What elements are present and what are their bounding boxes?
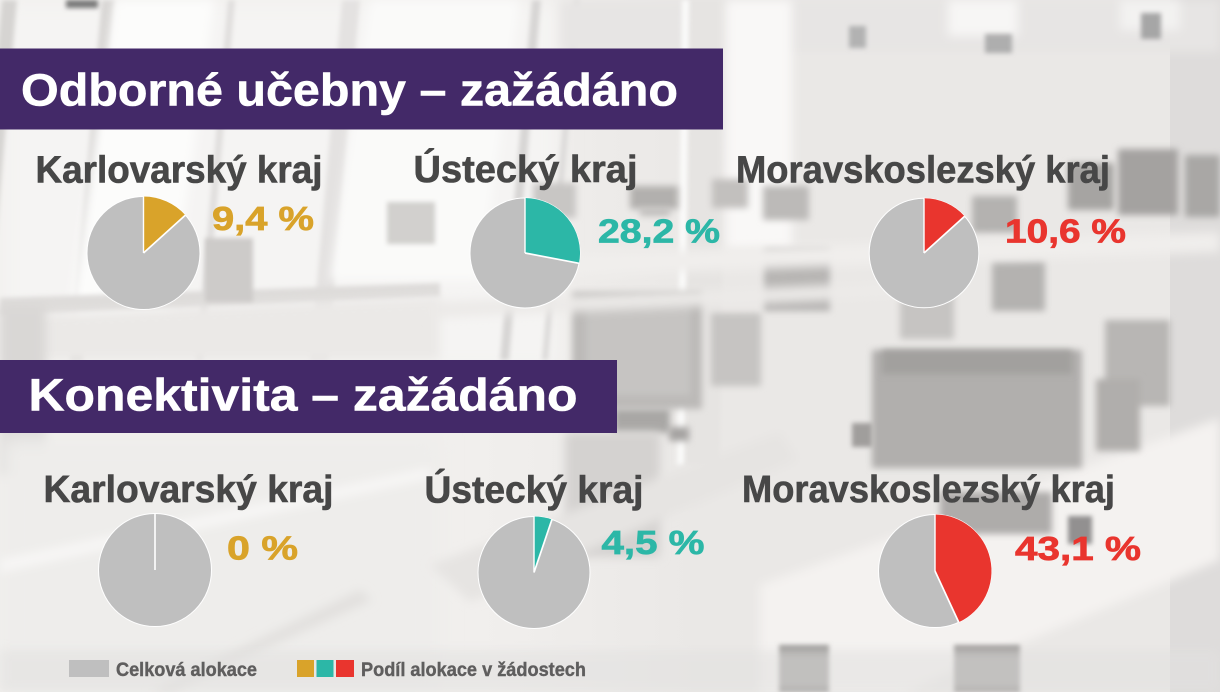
svg-text:Podíl alokace v žádostech: Podíl alokace v žádostech bbox=[361, 660, 586, 681]
svg-text:Karlovarský kraj: Karlovarský kraj bbox=[44, 469, 334, 511]
svg-text:Ústecký kraj: Ústecký kraj bbox=[414, 147, 638, 191]
svg-text:Konektivita – zažádáno: Konektivita – zažádáno bbox=[29, 370, 578, 421]
svg-text:10,6 %: 10,6 % bbox=[1005, 213, 1126, 250]
svg-text:0 %: 0 % bbox=[227, 530, 298, 567]
svg-text:43,1 %: 43,1 % bbox=[1015, 530, 1141, 567]
svg-text:28,2 %: 28,2 % bbox=[598, 213, 720, 250]
svg-text:Karlovarský kraj: Karlovarský kraj bbox=[36, 150, 323, 192]
svg-text:Odborné učebny – zažádáno: Odborné učebny – zažádáno bbox=[21, 65, 678, 116]
svg-text:4,5 %: 4,5 % bbox=[602, 524, 705, 561]
svg-text:Moravskoslezský kraj: Moravskoslezský kraj bbox=[742, 469, 1115, 511]
svg-text:Celková alokace: Celková alokace bbox=[116, 660, 257, 681]
svg-text:9,4 %: 9,4 % bbox=[212, 200, 314, 237]
svg-text:Ústecký kraj: Ústecký kraj bbox=[425, 468, 644, 512]
svg-text:Moravskoslezský kraj: Moravskoslezský kraj bbox=[736, 150, 1110, 192]
